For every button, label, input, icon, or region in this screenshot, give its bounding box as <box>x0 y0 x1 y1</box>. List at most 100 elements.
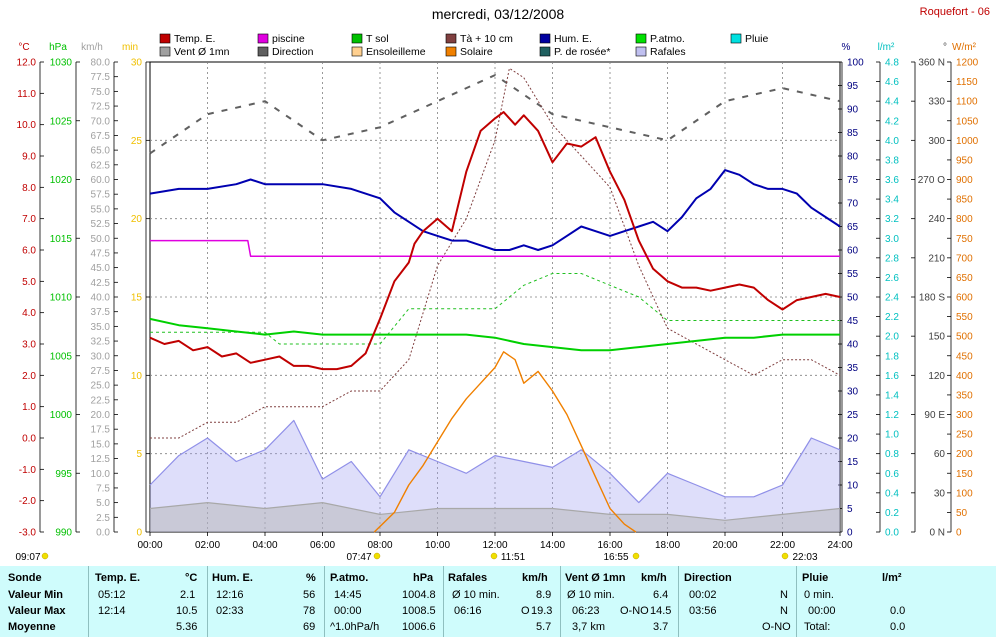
humidity-tick-label: 25 <box>847 410 859 421</box>
temp-tick-label: -3.0 <box>19 528 37 539</box>
temp-tick-label: 7.0 <box>22 214 36 225</box>
rain-tick-label: 2.0 <box>885 332 899 343</box>
pressure-tick-label: 1015 <box>50 234 73 245</box>
direction-tick-label: 150 <box>928 332 945 343</box>
direction-tick-label: 60 <box>934 449 946 460</box>
solar-tick-label: 1000 <box>956 136 979 147</box>
vent-avg-value: 6.4 <box>653 589 669 601</box>
sun-time-label: 09:07 <box>15 552 40 563</box>
series-layer <box>149 67 841 533</box>
rain-tick-label: 1.6 <box>885 371 899 382</box>
pressure-tick-label: 995 <box>55 469 72 480</box>
solar-tick-label: 200 <box>956 449 973 460</box>
minutes-tick-label: 15 <box>131 293 143 304</box>
pluie-duration: 0 min. <box>804 589 834 601</box>
temp-axis-unit: °C <box>18 42 29 53</box>
humidity-tick-label: 40 <box>847 340 859 351</box>
legend-swatch <box>730 33 742 44</box>
legend-label: P.atmo. <box>650 33 685 45</box>
rain-tick-label: 4.6 <box>885 77 899 88</box>
rafales-avg-label: Ø 10 min. <box>452 589 500 601</box>
wind-tick-label: 25.0 <box>91 381 111 392</box>
wind-tick-label: 65.0 <box>91 146 111 157</box>
wind-tick-label: 45.0 <box>91 263 111 274</box>
series-line-t-10-cm <box>150 67 841 439</box>
temp-tick-label: -1.0 <box>19 465 37 476</box>
wind-tick-label: 70.0 <box>91 116 111 127</box>
pluie-total-label: Total: <box>804 621 831 633</box>
rain-tick-label: 0.4 <box>885 488 899 499</box>
pluie-max-value: 0.0 <box>890 605 906 617</box>
legend-label: T sol <box>366 33 389 45</box>
minutes-tick-label: 25 <box>131 136 143 147</box>
legend-swatch <box>159 46 171 57</box>
rain-tick-label: 1.8 <box>885 351 899 362</box>
wind-tick-label: 27.5 <box>91 366 111 377</box>
legend-swatch <box>445 33 457 44</box>
solar-tick-label: 600 <box>956 293 973 304</box>
rain-tick-label: 1.0 <box>885 430 899 441</box>
rafales-avg-value: 8.9 <box>536 589 552 601</box>
sun-markers: 09:07 07:47 11:51 16:55 22:03 <box>15 552 817 563</box>
patmo-mean: 1006.6 <box>402 621 436 633</box>
rain-tick-label: 0.6 <box>885 469 899 480</box>
rain-tick-label: 2.2 <box>885 312 899 323</box>
pressure-tick-label: 1010 <box>50 293 73 304</box>
legend-swatch <box>351 33 363 44</box>
temp-tick-label: 1.0 <box>22 402 36 413</box>
patmo-min-value: 1004.8 <box>402 589 436 601</box>
wind-tick-label: 50.0 <box>91 234 111 245</box>
series-line-temp-e <box>149 111 841 371</box>
direction-tick-label: 30 <box>934 488 946 499</box>
temp-tick-label: 2.0 <box>22 371 36 382</box>
humidity-axis-unit: % <box>842 42 851 53</box>
sun-icon <box>490 552 498 560</box>
solar-tick-label: 0 <box>956 528 962 539</box>
legend-label: Solaire <box>460 46 493 58</box>
legend-swatch <box>351 46 363 57</box>
pressure-tick-label: 1000 <box>50 410 73 421</box>
rain-tick-label: 4.2 <box>885 116 899 127</box>
temp-tick-label: 11.0 <box>17 89 36 100</box>
solar-tick-label: 250 <box>956 430 973 441</box>
humidity-tick-label: 50 <box>847 293 859 304</box>
minutes-tick-label: 10 <box>131 371 143 382</box>
wind-tick-label: 52.5 <box>91 219 111 230</box>
humidity-tick-label: 90 <box>847 105 859 116</box>
legend-label: Pluie <box>745 33 769 45</box>
legend-swatch <box>635 46 647 57</box>
direction-header: Direction <box>684 572 732 584</box>
temp-tick-label: 0.0 <box>22 434 36 445</box>
wind-tick-label: 62.5 <box>91 160 111 171</box>
temp-max-time: 12:14 <box>98 605 126 617</box>
rain-tick-label: 0.2 <box>885 508 899 519</box>
humidity-tick-label: 10 <box>847 481 859 492</box>
hum-max-time: 02:33 <box>216 605 244 617</box>
temp-max-value: 10.5 <box>176 605 198 617</box>
x-tick-label: 06:00 <box>310 540 335 551</box>
rain-tick-label: 0.0 <box>885 528 899 539</box>
rain-tick-label: 4.4 <box>885 97 899 108</box>
wind-tick-label: 30.0 <box>91 351 111 362</box>
legend-label: Rafales <box>650 46 686 58</box>
direction-mean: O-NO <box>762 621 791 633</box>
direction-tick-label: 240 <box>928 214 945 225</box>
wind-tick-label: 17.5 <box>91 425 111 436</box>
humidity-tick-label: 70 <box>847 199 859 210</box>
x-tick-label: 02:00 <box>195 540 220 551</box>
legend-label: Tà + 10 cm <box>460 33 513 45</box>
series-line-hum-e <box>149 169 841 251</box>
weather-chart: mercredi, 03/12/2008 Roquefort - 06 Temp… <box>15 6 990 563</box>
hum-min-time: 12:16 <box>216 589 244 601</box>
summary-table: Sonde Valeur Min Valeur Max Moyenne Temp… <box>0 566 996 637</box>
sun-time-label: 16:55 <box>603 552 628 563</box>
temp-tick-label: 8.0 <box>22 183 36 194</box>
rain-tick-label: 0.8 <box>885 449 899 460</box>
direction-tick-label: 360 N <box>918 58 945 69</box>
sun-icon <box>41 552 49 560</box>
sun-time-label: 22:03 <box>792 552 817 563</box>
legend-label: Temp. E. <box>174 33 215 45</box>
wind-tick-label: 7.5 <box>96 483 110 494</box>
wind-tick-label: 40.0 <box>91 293 111 304</box>
temp-min-time: 05:12 <box>98 589 126 601</box>
